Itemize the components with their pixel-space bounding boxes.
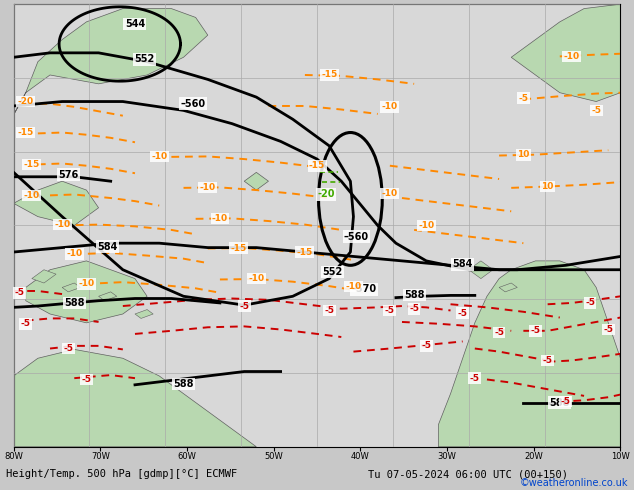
Text: -10: -10 — [79, 279, 94, 289]
Text: -10: -10 — [564, 52, 580, 61]
Text: -10: -10 — [382, 189, 398, 198]
Polygon shape — [26, 261, 147, 323]
Text: -5: -5 — [470, 374, 480, 383]
Text: 584: 584 — [453, 259, 473, 270]
Text: -5: -5 — [81, 375, 91, 384]
Polygon shape — [511, 4, 621, 101]
Text: 588: 588 — [64, 298, 84, 308]
Text: 576: 576 — [58, 170, 79, 179]
Text: -5: -5 — [21, 319, 30, 328]
Text: -15: -15 — [230, 244, 246, 252]
Text: -20: -20 — [18, 97, 34, 106]
Text: -20: -20 — [318, 190, 335, 199]
Text: -5: -5 — [324, 306, 334, 315]
Text: 584: 584 — [98, 242, 118, 252]
Text: 588: 588 — [550, 397, 570, 408]
Text: 588: 588 — [404, 290, 424, 300]
Text: 10: 10 — [541, 182, 554, 191]
Text: -5: -5 — [385, 306, 395, 315]
Text: -5: -5 — [458, 309, 468, 318]
Polygon shape — [438, 261, 621, 447]
Text: ©weatheronline.co.uk: ©weatheronline.co.uk — [519, 478, 628, 488]
Text: –560: –560 — [344, 232, 369, 242]
Polygon shape — [13, 9, 208, 115]
Text: -5: -5 — [239, 301, 249, 311]
Text: -5: -5 — [63, 344, 73, 353]
Text: -10: -10 — [418, 221, 434, 230]
Polygon shape — [135, 310, 153, 318]
Text: -15: -15 — [309, 161, 325, 170]
Text: -5: -5 — [591, 106, 601, 115]
Text: -10: -10 — [66, 249, 82, 258]
Text: Tu 07-05-2024 06:00 UTC (00+150): Tu 07-05-2024 06:00 UTC (00+150) — [368, 469, 567, 479]
Polygon shape — [244, 172, 268, 190]
Text: -10: -10 — [249, 274, 264, 283]
Polygon shape — [32, 270, 56, 283]
Polygon shape — [13, 349, 256, 447]
Text: -15: -15 — [18, 128, 34, 137]
Text: -15: -15 — [23, 160, 40, 169]
Text: -5: -5 — [531, 326, 541, 335]
Text: -5: -5 — [604, 325, 613, 334]
Text: -5: -5 — [409, 304, 419, 313]
Text: -5: -5 — [585, 298, 595, 307]
Text: -5: -5 — [519, 94, 528, 102]
Text: -10: -10 — [382, 102, 398, 111]
Text: -5: -5 — [421, 342, 431, 350]
Polygon shape — [13, 181, 98, 225]
Text: 588: 588 — [173, 379, 194, 389]
Text: -10: -10 — [212, 214, 228, 223]
Polygon shape — [499, 283, 517, 292]
Text: –560: –560 — [180, 99, 205, 109]
Text: -15: -15 — [297, 247, 313, 257]
Polygon shape — [469, 261, 493, 279]
Text: -10: -10 — [23, 191, 40, 200]
Polygon shape — [98, 292, 117, 301]
Text: –570: –570 — [352, 284, 377, 294]
Text: -5: -5 — [494, 328, 504, 337]
Text: -10: -10 — [200, 183, 216, 192]
Text: -5: -5 — [15, 288, 25, 297]
Text: -15: -15 — [321, 71, 337, 79]
Text: -10: -10 — [54, 220, 70, 229]
Text: 552: 552 — [322, 267, 342, 277]
Text: -10: -10 — [346, 282, 361, 291]
Text: -10: -10 — [151, 152, 167, 161]
Text: 552: 552 — [134, 54, 154, 65]
Text: -5: -5 — [543, 356, 553, 365]
Polygon shape — [62, 283, 81, 292]
Text: Height/Temp. 500 hPa [gdmp][°C] ECMWF: Height/Temp. 500 hPa [gdmp][°C] ECMWF — [6, 469, 238, 479]
Text: -5: -5 — [561, 397, 571, 406]
Text: 10: 10 — [517, 150, 529, 159]
Text: 544: 544 — [125, 19, 145, 29]
